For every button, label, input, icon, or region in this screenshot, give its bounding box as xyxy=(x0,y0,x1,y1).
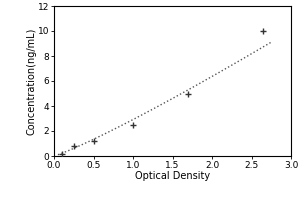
X-axis label: Optical Density: Optical Density xyxy=(135,171,210,181)
Y-axis label: Concentration(ng/mL): Concentration(ng/mL) xyxy=(26,27,36,135)
